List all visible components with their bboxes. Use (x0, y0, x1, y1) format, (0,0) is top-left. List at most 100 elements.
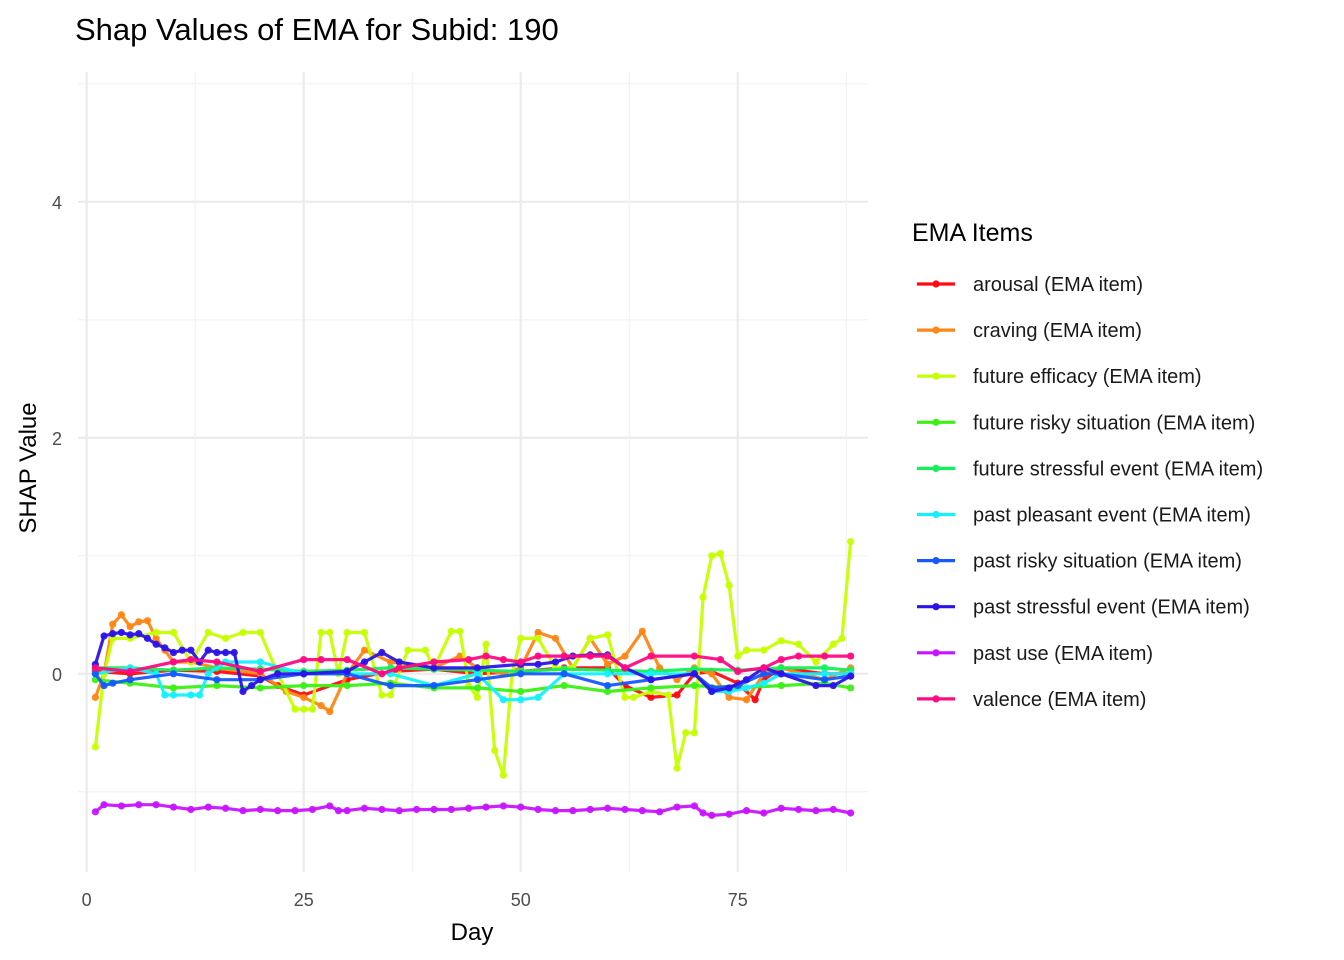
tick-labels: 0 25 50 75 0 2 4 (52, 193, 748, 910)
data-point (169, 628, 178, 637)
legend-key-point (932, 280, 940, 288)
data-point (603, 631, 612, 639)
data-point (221, 804, 230, 812)
data-point (517, 687, 525, 696)
data-point (395, 807, 403, 815)
data-point (499, 696, 507, 704)
data-point (91, 670, 99, 678)
data-point (230, 648, 238, 657)
legend-key-point (932, 510, 940, 519)
legend-key-point (932, 557, 940, 565)
data-point (820, 652, 829, 660)
data-point (291, 705, 299, 713)
legend-label: future risky situation (EMA item) (973, 412, 1255, 434)
data-point (847, 684, 855, 692)
data-point (847, 809, 855, 817)
data-point (482, 803, 490, 811)
data-point (777, 637, 785, 645)
data-point (317, 656, 325, 664)
y-axis-title: SHAP Value (15, 402, 42, 533)
data-point (517, 634, 525, 642)
x-tick-label: 25 (294, 890, 314, 910)
data-point (586, 634, 594, 642)
data-point (847, 672, 855, 680)
data-point (673, 764, 681, 772)
data-point (343, 667, 351, 676)
legend-label: valence (EMA item) (973, 689, 1146, 711)
data-point (404, 646, 412, 654)
legend-label: past use (EMA item) (973, 643, 1153, 665)
data-point (117, 611, 126, 619)
legend-item: past stressful event (EMA item) (917, 597, 1250, 619)
data-point (430, 658, 438, 666)
legend-key-point (932, 372, 940, 380)
data-point (621, 652, 629, 660)
data-point (491, 746, 499, 755)
x-tick-label: 50 (511, 890, 531, 910)
data-point (430, 664, 438, 672)
series-craving (91, 611, 855, 716)
data-point (838, 634, 846, 642)
legend-item: past risky situation (EMA item) (917, 551, 1242, 573)
data-point (135, 618, 143, 626)
data-point (794, 652, 803, 660)
data-point (256, 628, 264, 637)
data-point (204, 803, 212, 811)
data-point (456, 627, 464, 635)
data-point (690, 802, 698, 810)
data-point (569, 807, 577, 815)
data-point (91, 664, 99, 672)
legend-key-point (932, 603, 940, 611)
data-point (239, 807, 247, 815)
series-group (91, 538, 855, 819)
data-point (690, 670, 698, 678)
series-valence (91, 652, 855, 678)
series-past-use (91, 801, 855, 819)
data-point (760, 679, 768, 687)
data-point (603, 660, 612, 668)
data-point (430, 681, 438, 690)
data-point (812, 807, 820, 815)
data-point (725, 810, 733, 818)
y-tick-label: 2 (52, 429, 62, 449)
data-point (638, 627, 646, 635)
data-point (256, 658, 264, 666)
data-point (708, 670, 716, 678)
data-point (725, 693, 733, 701)
data-point (517, 803, 525, 811)
data-point (360, 658, 369, 666)
data-point (812, 658, 820, 666)
data-point (308, 805, 316, 814)
data-point (682, 729, 690, 737)
legend-item: valence (EMA item) (917, 689, 1146, 711)
data-point (187, 805, 195, 814)
data-point (820, 670, 829, 678)
data-point (456, 652, 464, 660)
data-point (699, 593, 707, 601)
data-point (395, 658, 403, 666)
legend-key-point (932, 418, 940, 426)
data-point (621, 805, 629, 814)
data-point (751, 696, 759, 704)
data-point (630, 693, 638, 701)
data-point (378, 805, 386, 814)
data-point (126, 676, 134, 684)
x-axis-title: Day (451, 919, 494, 946)
data-point (135, 801, 143, 809)
data-point (91, 743, 99, 751)
data-point (820, 676, 829, 684)
data-point (551, 658, 560, 666)
data-point (213, 658, 221, 666)
data-point (673, 691, 681, 699)
data-point (690, 681, 698, 690)
data-point (708, 811, 716, 819)
data-point (725, 581, 733, 589)
data-point (187, 646, 195, 654)
data-point (274, 807, 282, 815)
data-point (847, 538, 855, 546)
data-point (126, 622, 134, 631)
data-point (794, 805, 803, 814)
legend-item: future risky situation (EMA item) (917, 412, 1255, 434)
data-point (829, 805, 837, 814)
data-point (169, 648, 178, 657)
